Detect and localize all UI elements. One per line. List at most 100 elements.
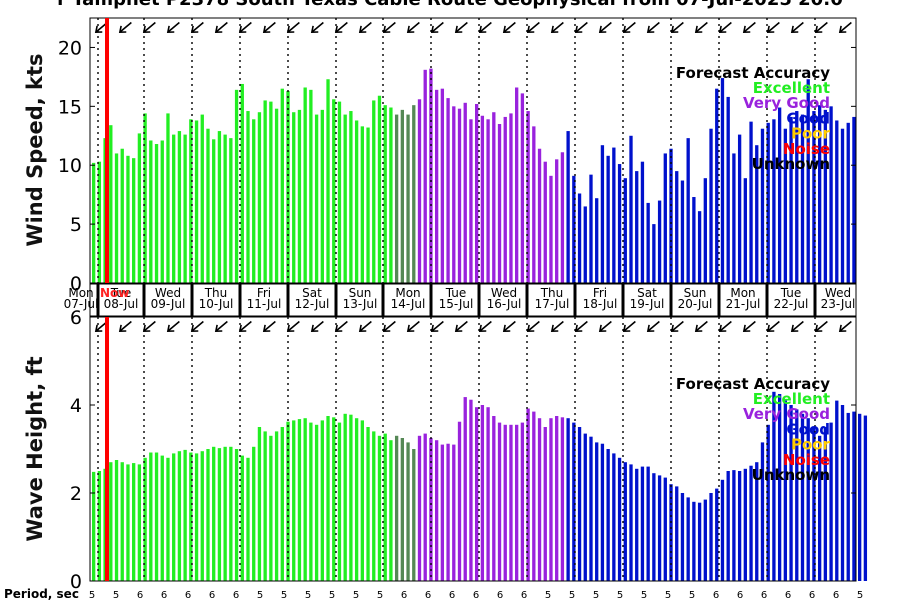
wind-direction-arrow [382,21,396,33]
date-separator [142,284,146,316]
wind-bar [160,140,164,283]
period-value: 5 [281,590,287,600]
period-value: 5 [569,590,575,600]
wind-y-tick-label: 20 [58,37,82,59]
wave-bar [286,421,290,581]
wave-bar [732,470,736,581]
wind-bar [349,111,353,283]
wind-bar [497,124,502,283]
period-value: 6 [233,590,239,600]
wave-direction-arrow [214,320,228,332]
wave-bar [97,471,102,581]
wind-bar [337,101,342,284]
wind-bar [132,158,136,283]
date-separator [286,284,290,316]
wave-bar [795,409,799,581]
wind-bar [246,111,250,283]
wind-bar [657,200,662,283]
wave-direction-arrow [454,320,468,332]
wave-direction-arrow [118,320,132,332]
wave-bar [143,457,147,581]
legend-entry: Unknown [752,466,830,484]
wave-bar [274,431,279,581]
wind-bar [777,107,782,283]
wind-bar [320,109,324,284]
wave-direction-arrow [646,320,660,332]
wave-bar [509,424,513,581]
wind-direction-arrow [478,21,492,33]
legend-entry: Good [786,109,830,127]
date-dow-label: Mon [68,286,93,300]
wind-bar [669,148,673,283]
wave-bar [92,471,96,581]
wave-bar [697,502,702,581]
wind-bar [589,174,593,283]
wind-bar [177,131,182,283]
wave-bar [595,442,599,581]
wave-bar [412,449,416,581]
wave-y-axis: 0 2 4 6 [70,307,856,593]
wave-bar [606,449,610,581]
wave-direction-arrow [478,320,492,332]
date-day-label: 21-Jul [726,297,761,311]
wave-direction-arrow [334,320,348,332]
wind-bar [623,178,627,283]
wave-bar [846,412,850,581]
date-separator [429,284,433,316]
wind-direction-arrow [214,21,228,33]
legend-entry: Noise [783,451,830,469]
wave-bar [823,427,828,581]
now-label: Now [100,286,129,300]
period-value: 6 [161,590,167,600]
period-value: 6 [497,590,503,600]
wave-bar [612,453,616,581]
legend-entry: Very Good [743,405,830,423]
wave-direction-arrow [358,320,372,332]
wind-bar [766,122,770,283]
wave-direction-arrow [574,320,588,332]
period-value: 6 [185,590,191,600]
wind-bar [194,120,199,283]
wind-bar [292,112,296,283]
wave-bar [354,418,359,581]
date-dow-label: Sat [302,286,322,300]
wave-bar [669,484,673,581]
wind-direction-arrow [766,21,780,33]
wave-direction-arrow [166,320,180,332]
period-label: Period, sec [4,587,79,600]
wind-bar [697,211,702,283]
wind-bar [503,116,507,284]
wind-bar [143,113,147,284]
wave-bar [252,446,256,581]
date-dow-label: Sun [349,286,372,300]
wave-bar [120,462,124,581]
wind-bar [212,139,216,283]
wave-bar [675,486,679,581]
date-dow-label: Wed [491,286,517,300]
period-value: 6 [521,590,527,600]
date-separator [477,284,481,316]
period-value: 5 [665,590,671,600]
wind-bar [640,161,645,283]
wave-bar [326,416,330,581]
wind-direction-arrow [694,21,708,33]
wind-bar [332,99,336,284]
wave-bar [537,418,542,581]
wave-bar [257,427,262,581]
wind-bar [543,161,547,283]
wave-direction-arrow [286,320,300,332]
date-day-label: 18-Jul [583,297,618,311]
legend-entry: Poor [791,125,831,143]
wave-bar [269,435,273,581]
wave-bar [446,443,450,581]
period-value: 5 [257,590,263,600]
wind-bar [612,147,616,283]
wind-direction-arrow [550,21,564,33]
wave-direction-arrow [262,320,276,332]
wind-bar [680,180,685,283]
period-value: 6 [137,590,143,600]
date-labels: Mon07-JulTue08-JulWed09-JulThu10-JulFri1… [64,284,855,316]
date-dow-label: Sat [637,286,657,300]
wave-bar [835,400,839,581]
wind-bar [263,100,267,283]
